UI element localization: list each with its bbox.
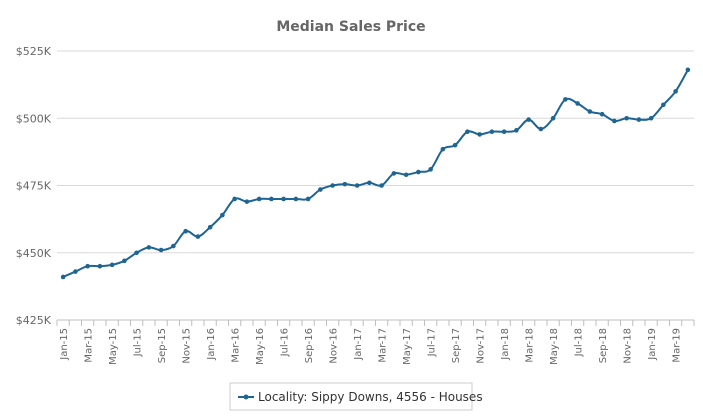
data-point[interactable] bbox=[146, 245, 152, 250]
data-point[interactable] bbox=[526, 117, 531, 122]
data-point[interactable] bbox=[624, 115, 629, 121]
data-point[interactable] bbox=[391, 171, 397, 176]
x-tick-label: Nov-16 bbox=[329, 328, 340, 364]
data-point[interactable] bbox=[109, 262, 115, 268]
data-point[interactable] bbox=[171, 243, 176, 249]
data-point[interactable] bbox=[269, 196, 274, 202]
x-tick-label: Jul-15 bbox=[133, 328, 144, 357]
y-tick-label: $425K bbox=[16, 314, 52, 327]
data-point[interactable] bbox=[220, 212, 225, 218]
data-point[interactable] bbox=[342, 181, 348, 187]
y-tick-label: $525K bbox=[16, 45, 52, 58]
x-tick-label: Jul-16 bbox=[280, 328, 291, 357]
data-point[interactable] bbox=[599, 111, 605, 117]
x-tick-label: Sep-16 bbox=[304, 328, 315, 363]
data-point[interactable] bbox=[60, 274, 66, 280]
data-point[interactable] bbox=[134, 250, 139, 256]
data-point[interactable] bbox=[416, 169, 421, 175]
data-point[interactable] bbox=[318, 187, 323, 192]
x-tick-label: Jul-17 bbox=[427, 328, 438, 357]
x-tick-label: Jan-19 bbox=[647, 328, 658, 361]
chart-title: Median Sales Price bbox=[276, 19, 425, 35]
x-axis-ticks: Jan-15 Mar-15 May-15 Jul-15 Sep-15 Nov-15 Jan-… bbox=[56, 320, 695, 365]
legend[interactable]: Locality: Sippy Downs, 4556 - Houses bbox=[229, 382, 483, 411]
data-point[interactable] bbox=[428, 167, 433, 172]
x-tick-label: Jan-18 bbox=[500, 328, 511, 361]
data-point[interactable] bbox=[232, 196, 237, 202]
data-point[interactable] bbox=[367, 180, 372, 186]
data-point[interactable] bbox=[587, 109, 593, 114]
x-tick-label: Mar-16 bbox=[231, 328, 242, 363]
x-tick-label: Sep-17 bbox=[451, 328, 462, 363]
data-point[interactable] bbox=[477, 132, 482, 137]
data-point[interactable] bbox=[489, 129, 495, 134]
data-point[interactable] bbox=[122, 258, 127, 264]
x-tick-label: Mar-18 bbox=[525, 328, 536, 363]
data-point[interactable] bbox=[195, 234, 201, 239]
y-axis-ticks: $425K $450K $475K $500K $525K bbox=[16, 45, 52, 327]
data-point[interactable] bbox=[85, 263, 90, 269]
data-point[interactable] bbox=[97, 263, 103, 269]
data-point[interactable] bbox=[648, 115, 654, 121]
data-point[interactable] bbox=[538, 126, 544, 132]
legend-series-marker bbox=[243, 394, 249, 400]
data-point[interactable] bbox=[379, 183, 384, 188]
data-point[interactable] bbox=[661, 102, 666, 108]
x-tick-label: Jul-18 bbox=[574, 328, 585, 357]
x-tick-label: May-15 bbox=[108, 328, 119, 365]
x-tick-label: Mar-19 bbox=[672, 328, 683, 363]
data-point[interactable] bbox=[465, 129, 470, 134]
data-point[interactable] bbox=[305, 196, 311, 202]
x-tick-label: May-18 bbox=[549, 328, 560, 365]
data-point[interactable] bbox=[501, 129, 507, 134]
data-point[interactable] bbox=[563, 97, 568, 102]
data-point[interactable] bbox=[256, 196, 262, 202]
legend-box bbox=[229, 382, 473, 411]
y-tick-label: $450K bbox=[16, 247, 52, 260]
data-point[interactable] bbox=[158, 247, 164, 253]
data-point[interactable] bbox=[73, 269, 78, 274]
x-tick-label: Nov-18 bbox=[623, 328, 634, 364]
data-point[interactable] bbox=[550, 115, 556, 121]
legend-series-label[interactable]: Locality: Sippy Downs, 4556 - Houses bbox=[258, 390, 483, 404]
data-point[interactable] bbox=[514, 128, 519, 133]
data-point[interactable] bbox=[575, 101, 580, 106]
data-point[interactable] bbox=[452, 142, 458, 148]
x-tick-label: Jan-17 bbox=[353, 328, 364, 361]
data-point[interactable] bbox=[183, 228, 188, 234]
y-tick-label: $475K bbox=[16, 180, 52, 193]
x-tick-label: Sep-18 bbox=[598, 328, 609, 363]
data-point[interactable] bbox=[673, 89, 678, 94]
data-point[interactable] bbox=[440, 146, 446, 152]
x-tick-label: Nov-15 bbox=[182, 328, 193, 364]
data-point[interactable] bbox=[354, 183, 360, 188]
x-tick-label: Sep-15 bbox=[157, 328, 168, 363]
series-line bbox=[62, 69, 689, 278]
data-point[interactable] bbox=[612, 118, 617, 124]
x-tick-label: May-17 bbox=[402, 328, 413, 365]
data-point[interactable] bbox=[293, 196, 299, 202]
data-point[interactable] bbox=[685, 67, 691, 73]
y-tick-label: $500K bbox=[16, 112, 52, 125]
data-point[interactable] bbox=[330, 183, 335, 188]
x-tick-label: Mar-17 bbox=[378, 328, 389, 363]
series-layer bbox=[60, 67, 691, 280]
x-tick-label: Jan-15 bbox=[59, 328, 70, 361]
data-point[interactable] bbox=[244, 199, 250, 204]
data-point[interactable] bbox=[636, 117, 642, 122]
data-point[interactable] bbox=[207, 224, 213, 230]
x-tick-label: May-16 bbox=[255, 328, 266, 365]
x-tick-label: Jan-16 bbox=[206, 328, 217, 361]
data-point[interactable] bbox=[403, 172, 409, 178]
x-tick-label: Mar-15 bbox=[84, 328, 95, 363]
x-tick-label: Nov-17 bbox=[476, 328, 487, 364]
data-point[interactable] bbox=[281, 196, 286, 202]
